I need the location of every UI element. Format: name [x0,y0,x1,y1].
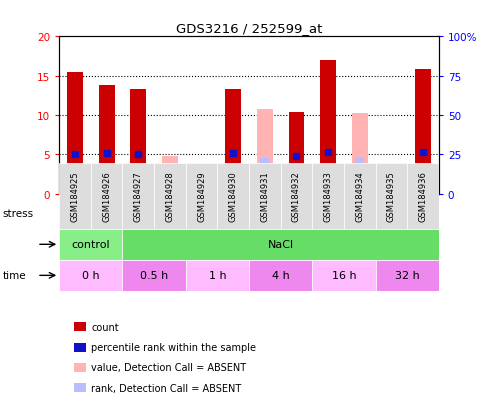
Text: value, Detection Call = ABSENT: value, Detection Call = ABSENT [91,363,246,373]
Text: percentile rank within the sample: percentile rank within the sample [91,342,256,352]
Bar [288,112,304,194]
Bar [352,113,368,194]
Text: time: time [2,271,26,281]
Bar [162,157,178,194]
Text: rank, Detection Call = ABSENT: rank, Detection Call = ABSENT [91,383,242,393]
Bar [407,163,439,229]
Bar [376,260,439,291]
Text: control: control [71,240,110,250]
Text: 0 h: 0 h [82,271,100,281]
Text: GSM184930: GSM184930 [229,171,238,221]
Bar [166,169,174,194]
Bar [249,163,281,229]
Bar [67,73,83,194]
Text: GSM184925: GSM184925 [70,171,79,221]
Bar [415,69,431,194]
Bar [344,163,376,229]
Bar [122,163,154,229]
Text: GSM184936: GSM184936 [419,171,427,221]
Text: GSM184926: GSM184926 [102,171,111,221]
Bar [122,260,186,291]
Bar [194,165,210,194]
Bar [257,109,273,194]
Bar [217,163,249,229]
Text: stress: stress [2,209,34,219]
Bar [186,163,217,229]
Bar [59,229,122,260]
Bar [376,163,407,229]
Text: GSM184931: GSM184931 [260,171,269,221]
Bar [312,163,344,229]
Bar [320,61,336,194]
Text: 0.5 h: 0.5 h [140,271,168,281]
Bar [59,163,91,229]
Title: GDS3216 / 252599_at: GDS3216 / 252599_at [176,21,322,35]
Bar [59,260,122,291]
Bar [249,260,312,291]
Bar [225,90,241,194]
Bar [130,90,146,194]
Text: 4 h: 4 h [272,271,289,281]
Bar [154,163,186,229]
Bar [281,163,312,229]
Bar [384,177,399,194]
Text: GSM184928: GSM184928 [165,171,175,221]
Bar [312,260,376,291]
Text: 1 h: 1 h [209,271,226,281]
Text: count: count [91,322,119,332]
Bar [186,260,249,291]
Text: GSM184927: GSM184927 [134,171,143,221]
Bar [122,229,439,260]
Bar [355,158,364,194]
Bar [91,163,122,229]
Bar [99,86,114,194]
Bar [387,174,396,194]
Text: GSM184934: GSM184934 [355,171,364,221]
Bar [260,159,269,194]
Text: GSM184932: GSM184932 [292,171,301,221]
Text: GSM184929: GSM184929 [197,171,206,221]
Text: NaCl: NaCl [268,240,294,250]
Text: GSM184933: GSM184933 [323,171,333,221]
Bar [197,173,206,194]
Text: GSM184935: GSM184935 [387,171,396,221]
Text: 16 h: 16 h [332,271,356,281]
Text: 32 h: 32 h [395,271,420,281]
